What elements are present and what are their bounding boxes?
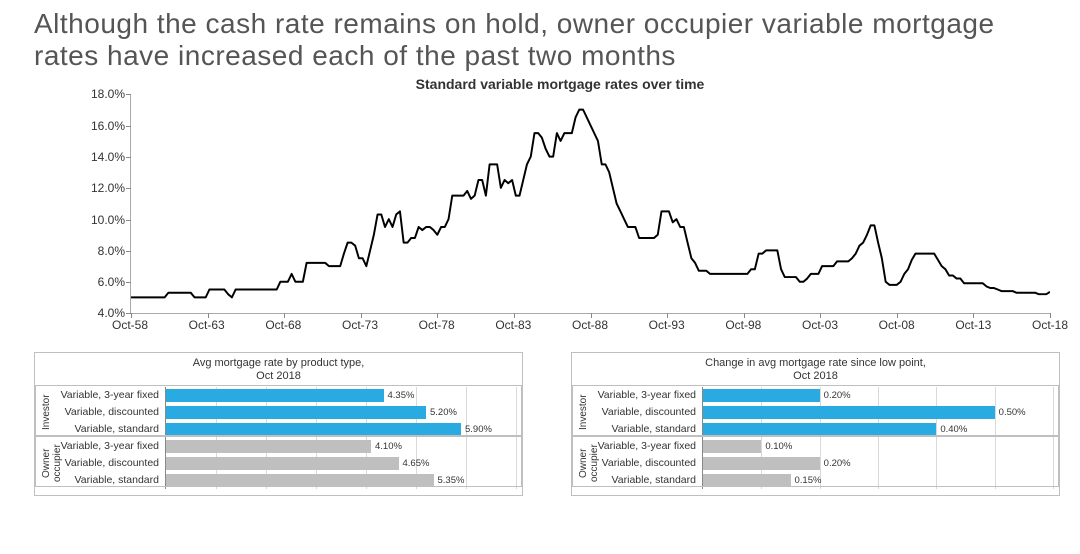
bar: [166, 457, 399, 470]
bar-value-label: 5.90%: [465, 424, 492, 435]
bar-row-label: Variable, 3-year fixed: [57, 438, 165, 455]
bottom-charts-row: Avg mortgage rate by product type, Oct 2…: [34, 352, 1060, 495]
y-tick-label: 14.0%: [77, 150, 125, 164]
bar-value-label: 0.50%: [999, 407, 1026, 418]
bar-row-label: Variable, 3-year fixed: [594, 438, 702, 455]
bar-row-label: Variable, discounted: [57, 404, 165, 421]
group-label: Owner occupier: [578, 438, 594, 489]
bar-value-label: 0.20%: [824, 390, 851, 401]
y-tick-label: 18.0%: [77, 87, 125, 101]
bar: [166, 406, 426, 419]
right-chart-grid: InvestorOwner occupierVariable, 3-year f…: [578, 387, 1053, 489]
bar-row-label: Variable, standard: [57, 472, 165, 489]
y-tick-label: 10.0%: [77, 213, 125, 227]
x-tick-label: Oct-78: [419, 318, 455, 332]
bar: [166, 423, 461, 436]
x-tick-label: Oct-68: [265, 318, 301, 332]
x-tick-label: Oct-63: [189, 318, 225, 332]
x-tick-label: Oct-73: [342, 318, 378, 332]
group-label: Owner occupier: [41, 438, 57, 489]
left-bar-chart: Avg mortgage rate by product type, Oct 2…: [34, 352, 523, 495]
y-tick-label: 6.0%: [77, 275, 125, 289]
bar-value-label: 0.40%: [940, 424, 967, 435]
bar: [703, 440, 761, 453]
x-tick-label: Oct-08: [879, 318, 915, 332]
bar: [703, 423, 936, 436]
left-chart-title: Avg mortgage rate by product type, Oct 2…: [41, 357, 516, 382]
x-tick-label: Oct-13: [955, 318, 991, 332]
group-label: Investor: [578, 387, 594, 438]
x-tick-label: Oct-03: [802, 318, 838, 332]
bar-value-label: 4.10%: [375, 441, 402, 452]
x-tick-label: Oct-98: [725, 318, 761, 332]
bar: [703, 474, 791, 487]
x-tick-label: Oct-93: [649, 318, 685, 332]
right-bar-chart: Change in avg mortgage rate since low po…: [571, 352, 1060, 495]
bar: [166, 440, 371, 453]
top-chart-title: Standard variable mortgage rates over ti…: [60, 76, 1060, 92]
bar: [703, 406, 995, 419]
y-tick-label: 12.0%: [77, 181, 125, 195]
x-tick-label: Oct-83: [495, 318, 531, 332]
bar: [703, 457, 820, 470]
top-chart-plot-area: 4.0%6.0%8.0%10.0%12.0%14.0%16.0%18.0%: [130, 94, 1050, 314]
line-chart-svg: [131, 94, 1050, 313]
bar-value-label: 4.65%: [403, 458, 430, 469]
bar: [166, 389, 384, 402]
y-tick-label: 8.0%: [77, 244, 125, 258]
y-tick-label: 16.0%: [77, 119, 125, 133]
bar-value-label: 4.35%: [388, 390, 415, 401]
x-tick-label: Oct-88: [572, 318, 608, 332]
group-label: Investor: [41, 387, 57, 438]
left-chart-grid: InvestorOwner occupierVariable, 3-year f…: [41, 387, 516, 489]
bar-row-label: Variable, discounted: [594, 404, 702, 421]
x-tick-label: Oct-18: [1032, 318, 1068, 332]
bar-row-label: Variable, standard: [57, 421, 165, 438]
top-line-chart: Standard variable mortgage rates over ti…: [60, 76, 1060, 346]
bar-value-label: 5.20%: [430, 407, 457, 418]
bar: [166, 474, 434, 487]
bar-row-label: Variable, standard: [594, 472, 702, 489]
bar-row-label: Variable, discounted: [57, 455, 165, 472]
bar-value-label: 0.20%: [824, 458, 851, 469]
bar-row-label: Variable, discounted: [594, 455, 702, 472]
bar-value-label: 5.35%: [438, 475, 465, 486]
bar-value-label: 0.10%: [765, 441, 792, 452]
bar-row-label: Variable, 3-year fixed: [594, 387, 702, 404]
bar-row-label: Variable, 3-year fixed: [57, 387, 165, 404]
right-chart-title: Change in avg mortgage rate since low po…: [578, 357, 1053, 382]
bar: [703, 389, 820, 402]
bar-row-label: Variable, standard: [594, 421, 702, 438]
top-chart-x-axis: Oct-58Oct-63Oct-68Oct-73Oct-78Oct-83Oct-…: [130, 314, 1050, 334]
bar-value-label: 0.15%: [795, 475, 822, 486]
page-headline: Although the cash rate remains on hold, …: [34, 8, 1060, 72]
x-tick-label: Oct-58: [112, 318, 148, 332]
